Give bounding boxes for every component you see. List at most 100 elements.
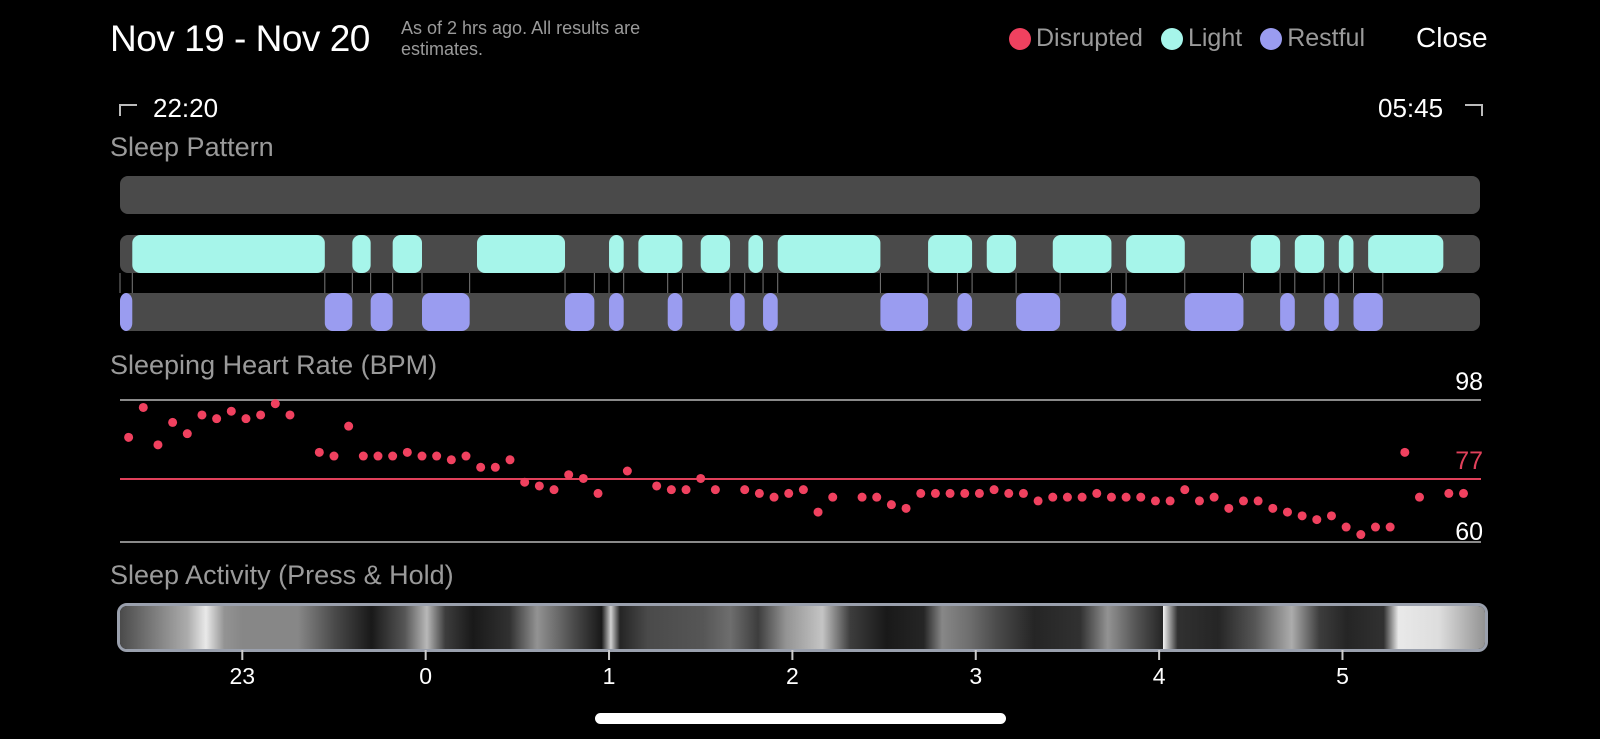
light-segment-13 xyxy=(1250,235,1281,273)
light-segment-4 xyxy=(609,235,624,273)
heart-rate-point-46 xyxy=(872,492,882,502)
axis-label-6: 5 xyxy=(1336,663,1349,689)
heart-rate-point-2 xyxy=(153,440,163,450)
heart-rate-point-79 xyxy=(1356,530,1366,540)
heart-rate-point-8 xyxy=(241,414,251,424)
heart-rate-point-28 xyxy=(549,485,559,495)
heart-rate-point-11 xyxy=(285,410,295,420)
light-segment-2 xyxy=(392,235,422,273)
light-segment-9 xyxy=(928,235,973,273)
heart-rate-point-24 xyxy=(490,462,500,472)
heart-rate-point-10 xyxy=(270,399,280,409)
heart-rate-point-72 xyxy=(1253,496,1263,506)
light-segment-8 xyxy=(777,235,881,273)
axis-label-4: 3 xyxy=(969,663,982,689)
home-indicator[interactable] xyxy=(595,713,1006,724)
heart-rate-title: Sleeping Heart Rate (BPM) xyxy=(110,350,438,380)
legend: Disrupted Light Restful xyxy=(1008,24,1365,53)
date-range-title: Nov 19 - Nov 20 xyxy=(110,18,370,59)
heart-rate-point-0 xyxy=(124,432,134,442)
restful-segment-3 xyxy=(421,293,470,331)
heart-rate-point-13 xyxy=(329,451,339,461)
restful-segment-13 xyxy=(1184,293,1244,331)
heart-rate-point-73 xyxy=(1268,503,1278,513)
heart-rate-point-64 xyxy=(1136,492,1146,502)
heart-rate-point-51 xyxy=(945,488,955,498)
heart-rate-point-60 xyxy=(1077,492,1087,502)
heart-rate-point-35 xyxy=(681,485,691,495)
heart-rate-point-15 xyxy=(358,451,368,461)
light-segment-0 xyxy=(132,235,325,273)
disrupted-track xyxy=(120,176,1480,214)
heart-rate-point-48 xyxy=(901,503,911,513)
heart-rate-point-44 xyxy=(828,492,838,502)
heart-rate-point-4 xyxy=(182,429,192,439)
heart-rate-point-85 xyxy=(1458,488,1468,498)
heart-rate-point-23 xyxy=(476,462,486,472)
heart-rate-point-63 xyxy=(1121,492,1131,502)
heart-rate-point-21 xyxy=(446,455,456,465)
heart-rate-point-33 xyxy=(652,481,662,491)
heart-rate-point-70 xyxy=(1224,503,1234,513)
heart-rate-point-5 xyxy=(197,410,207,420)
restful-segment-9 xyxy=(880,293,929,331)
heart-rate-point-47 xyxy=(886,500,896,510)
restful-segment-4 xyxy=(565,293,595,331)
disrupted-dot-icon xyxy=(1008,27,1031,50)
light-segment-3 xyxy=(477,235,566,273)
sleep-activity-strip[interactable] xyxy=(117,603,1488,652)
light-segment-1 xyxy=(352,235,371,273)
light-segment-14 xyxy=(1294,235,1325,273)
close-button[interactable]: Close xyxy=(1416,22,1488,53)
light-segment-11 xyxy=(1052,235,1112,273)
light-segment-15 xyxy=(1338,235,1354,273)
heart-rate-point-57 xyxy=(1033,496,1043,506)
restful-segment-5 xyxy=(609,293,624,331)
light-segment-16 xyxy=(1368,235,1444,273)
sleep-pattern-title: Sleep Pattern xyxy=(110,132,274,162)
activity-gradient xyxy=(120,606,1485,649)
light-segment-10 xyxy=(986,235,1017,273)
legend-light-label: Light xyxy=(1187,24,1243,52)
heart-rate-point-9 xyxy=(256,410,266,420)
heart-rate-point-78 xyxy=(1341,522,1351,532)
light-segment-7 xyxy=(748,235,764,273)
axis-label-3: 2 xyxy=(786,663,799,689)
heart-rate-point-45 xyxy=(857,492,867,502)
heart-rate-point-27 xyxy=(534,481,544,491)
heart-rate-point-82 xyxy=(1400,447,1410,457)
heart-rate-point-49 xyxy=(916,488,926,498)
estimates-note: As of 2 hrs ago. All results are estimat… xyxy=(401,18,641,59)
heart-rate-point-7 xyxy=(226,406,236,416)
restful-segment-12 xyxy=(1111,293,1127,331)
heart-rate-point-30 xyxy=(578,473,588,483)
restful-segment-0 xyxy=(120,293,133,331)
end-time: 05:45 xyxy=(1378,93,1444,123)
heart-rate-point-58 xyxy=(1048,492,1058,502)
heart-rate-point-19 xyxy=(417,451,427,461)
heart-rate-point-32 xyxy=(622,466,632,476)
heart-rate-point-36 xyxy=(696,473,706,483)
heart-rate-point-37 xyxy=(710,485,720,495)
axis-label-5: 4 xyxy=(1153,663,1166,689)
heart-rate-point-39 xyxy=(754,488,764,498)
restful-segment-16 xyxy=(1353,293,1383,331)
axis-label-0: 23 xyxy=(230,663,256,689)
heart-rate-point-53 xyxy=(974,488,984,498)
heart-rate-point-18 xyxy=(402,447,412,457)
start-bracket-icon xyxy=(119,104,137,116)
restful-segment-14 xyxy=(1280,293,1295,331)
heart-rate-point-14 xyxy=(344,421,354,431)
heart-rate-point-74 xyxy=(1282,507,1292,517)
max-value-label: 98 xyxy=(1455,368,1483,396)
heart-rate-point-40 xyxy=(769,492,779,502)
heart-rate-point-68 xyxy=(1194,496,1204,506)
axis-label-2: 1 xyxy=(603,663,616,689)
heart-rate-point-75 xyxy=(1297,511,1307,521)
restful-segment-8 xyxy=(763,293,778,331)
legend-disrupted: Disrupted xyxy=(1008,24,1143,53)
end-bracket-icon xyxy=(1465,104,1483,116)
restful-segment-1 xyxy=(324,293,353,331)
